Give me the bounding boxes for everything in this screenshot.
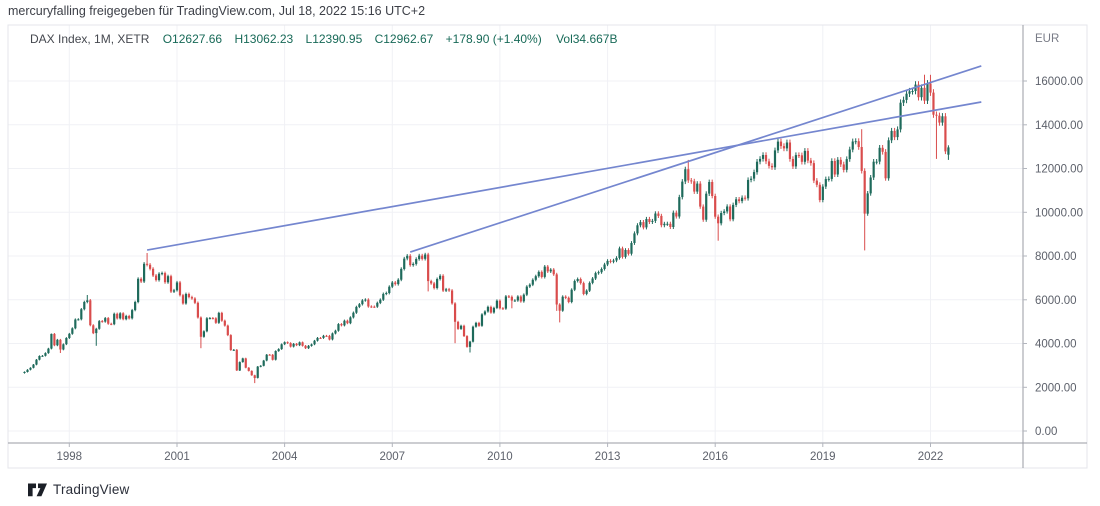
candlestick-series <box>23 74 950 384</box>
svg-text:0.00: 0.00 <box>1035 426 1057 438</box>
panel-frame <box>7 24 1088 469</box>
svg-text:2004: 2004 <box>272 451 298 463</box>
tradingview-wordmark: TradingView <box>53 482 130 497</box>
svg-text:16000.00: 16000.00 <box>1035 76 1083 88</box>
symbol-legend[interactable]: DAX Index, 1M, XETR O12627.66 H13062.23 … <box>30 32 617 46</box>
legend-low-value: L12390.95 <box>305 32 363 46</box>
svg-text:2019: 2019 <box>810 451 836 463</box>
svg-text:2007: 2007 <box>380 451 406 463</box>
legend-close-value: C12962.67 <box>374 32 434 46</box>
svg-text:2013: 2013 <box>595 451 621 463</box>
currency-label: EUR <box>1035 33 1059 45</box>
legend-change-value: +178.90 (+1.40%) <box>445 32 542 46</box>
legend-open-value: O12627.66 <box>162 32 223 46</box>
svg-text:2022: 2022 <box>918 451 944 463</box>
grid-lines <box>8 25 1023 443</box>
svg-text:2000.00: 2000.00 <box>1035 382 1077 394</box>
time-axis[interactable]: 1998 2001 2004 2007 2010 2013 2016 2019 2022 <box>57 443 944 463</box>
svg-text:4000.00: 4000.00 <box>1035 339 1077 351</box>
svg-text:6000.00: 6000.00 <box>1035 295 1077 307</box>
svg-text:2010: 2010 <box>487 451 513 463</box>
published-chart-header: mercuryfalling freigegeben für TradingVi… <box>8 4 426 18</box>
legend-high-value: H13062.23 <box>234 32 294 46</box>
svg-text:1998: 1998 <box>57 451 83 463</box>
tradingview-branding[interactable]: TradingView <box>28 482 130 497</box>
trendline-from-2000-high[interactable] <box>146 101 982 251</box>
tradingview-logo-icon <box>28 483 47 497</box>
symbol-title: DAX Index, 1M, XETR <box>30 32 150 46</box>
legend-volume-value: Vol34.667B <box>556 32 618 46</box>
trendline-from-2007-high[interactable] <box>409 65 982 253</box>
svg-text:14000.00: 14000.00 <box>1035 120 1083 132</box>
svg-text:12000.00: 12000.00 <box>1035 164 1083 176</box>
svg-text:2016: 2016 <box>702 451 728 463</box>
svg-text:10000.00: 10000.00 <box>1035 207 1083 219</box>
price-axis[interactable]: EUR 16000.00 14000.00 12000.00 10000.00 8000.… <box>1023 33 1083 438</box>
svg-text:8000.00: 8000.00 <box>1035 251 1077 263</box>
svg-text:2001: 2001 <box>164 451 190 463</box>
